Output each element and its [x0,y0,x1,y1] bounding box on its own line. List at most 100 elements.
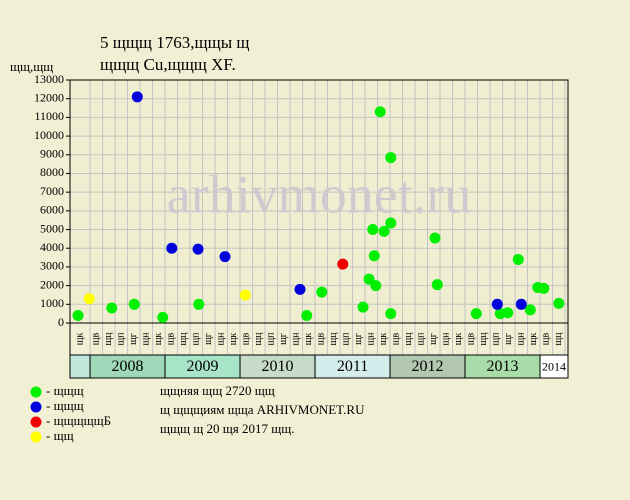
point [157,311,169,323]
x-tick-label: щн [216,332,227,346]
x-tick-label: щв [541,333,552,346]
point [337,258,349,270]
note: щщняя щщ 2720 щщ [160,383,275,398]
y-tick-label: 6000 [40,203,64,217]
legend-label: - щщщщщБ [46,413,111,428]
y-tick-label: 7000 [40,184,64,198]
x-tick-label: щц [328,332,339,346]
legend-marker [30,431,42,443]
x-tick-label: щг [353,333,364,345]
x-tick-label: щп [341,332,352,346]
legend-label: - щщщ [46,383,84,398]
x-tick-label: щн [141,332,152,346]
y-tick-label: 10000 [34,128,64,142]
x-tick-label: щн [291,332,302,346]
x-tick-label: щц [478,332,489,346]
chart-subtitle: щщщ Cu,щщщ XF. [100,55,236,74]
point [431,279,443,291]
x-tick-label: щц [253,332,264,346]
x-tick-label: щц [403,332,414,346]
point [491,298,503,310]
point [363,273,375,285]
year-label: 2011 [337,358,368,375]
year-label: 2009 [187,358,219,375]
x-tick-label: щц [553,332,564,346]
x-tick-label: щк [303,333,314,346]
x-tick-label: щн [441,332,452,346]
x-tick-label: щк [74,333,85,346]
point [219,251,231,263]
point [515,298,527,310]
y-tick-label: 0 [58,315,64,329]
y-tick-label: 11000 [34,109,64,123]
x-tick-label: щп [116,332,127,346]
point [512,253,524,265]
x-tick-label: щг [128,333,139,345]
note: щ щщщиям щща ARHIVMONET.RU [160,402,365,417]
y-tick-label: 13000 [34,72,64,86]
y-tick-label: 9000 [40,147,64,161]
point [239,289,251,301]
x-tick-label: щк [453,333,464,346]
x-tick-label: щг [503,333,514,345]
point [385,152,397,164]
point [72,310,84,322]
point [374,106,386,118]
x-tick-label: щп [416,332,427,346]
legend-label: - щщ [46,428,74,443]
y-tick-label: 8000 [40,165,64,179]
x-tick-label: щц [178,332,189,346]
x-tick-label: щг [278,333,289,345]
legend-label: - щщщ [46,398,84,413]
point [378,225,390,237]
point [83,293,95,305]
x-tick-label: щк [228,333,239,346]
point [301,310,313,322]
point [192,243,204,255]
year-label: 2010 [262,358,294,375]
point [502,307,514,319]
y-tick-label: 4000 [40,240,64,254]
x-tick-label: щп [191,332,202,346]
point [538,282,550,294]
note: щщщ щ 20 щя 2017 щщ. [160,421,295,436]
point [367,224,379,236]
x-tick-label: щк [528,333,539,346]
y-tick-label: 1000 [40,296,64,310]
year-band-pre [69,354,91,379]
point [385,308,397,320]
x-tick-label: щв [316,333,327,346]
point [524,304,536,316]
x-tick-label: щц [103,332,114,346]
legend-marker [30,416,42,428]
point [294,283,306,295]
x-tick-label: щк [378,333,389,346]
x-tick-label: щв [241,333,252,346]
y-tick-label: 5000 [40,221,64,235]
x-tick-label: щв [166,333,177,346]
x-tick-label: щп [266,332,277,346]
point [166,242,178,254]
y-axis-label: щщ,щщ [10,59,53,74]
x-tick-label: щв [466,333,477,346]
point [470,308,482,320]
x-tick-label: щв [391,333,402,346]
year-label: 2013 [487,358,519,375]
watermark: arhivmonet.ru [167,164,471,224]
year-label: 2014 [542,359,566,373]
x-tick-label: щв [91,333,102,346]
x-tick-label: щн [516,332,527,346]
x-tick-label: щг [203,333,214,345]
x-tick-label: щг [428,333,439,345]
point [357,301,369,313]
point [128,298,140,310]
year-label: 2008 [112,358,144,375]
point [193,298,205,310]
y-tick-label: 3000 [40,259,64,273]
point [316,286,328,298]
y-tick-label: 12000 [34,90,64,104]
chart-title: 5 щщщ 1763,щщы щ [100,33,249,52]
point [370,280,382,292]
year-label: 2012 [412,358,444,375]
point [553,297,565,309]
